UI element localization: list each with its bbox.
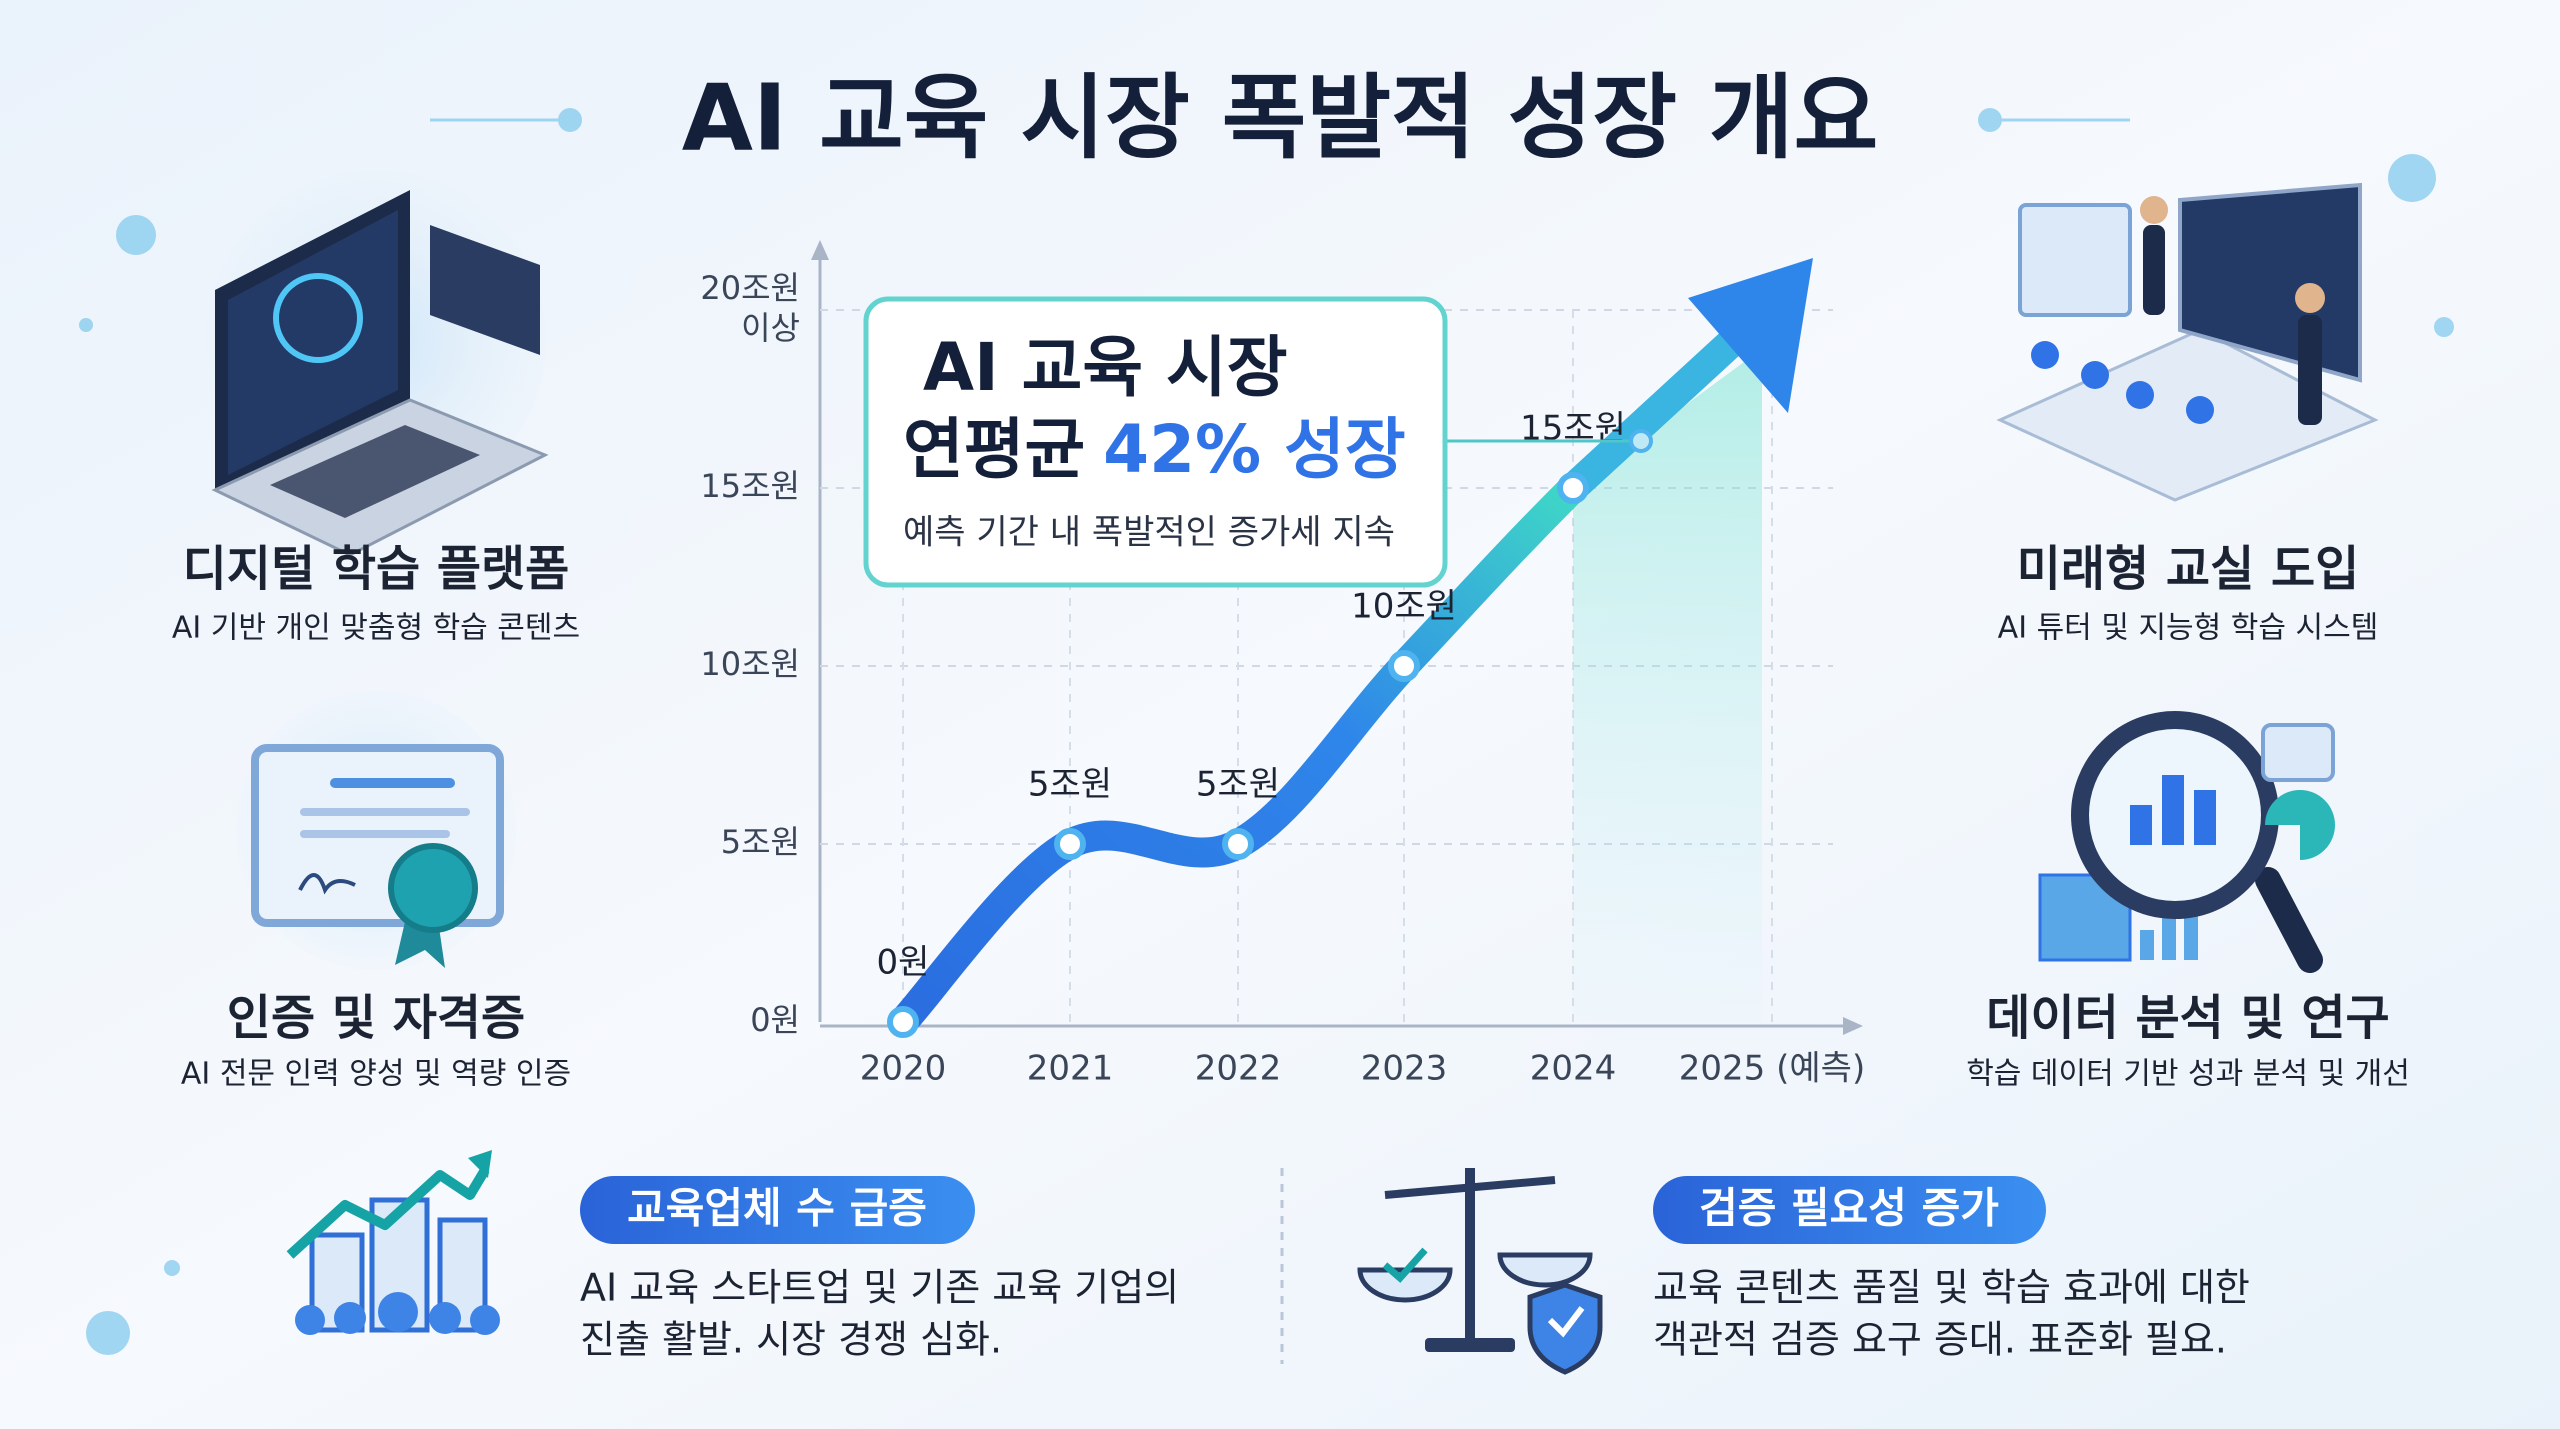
feature-title: 인증 및 자격증 — [227, 990, 525, 1046]
data-point — [1557, 472, 1589, 504]
card-pill — [580, 1176, 975, 1244]
growth-arrow-head — [1688, 258, 1813, 413]
chart: 0원 5조원 10조원 15조원 20조원 이상 2020 2021 2022 2023 2024 2… — [700, 240, 1865, 1089]
certificate-icon — [236, 690, 516, 970]
feature-subtitle: AI 기반 개인 맞춤형 학습 콘텐츠 — [172, 611, 580, 646]
card-text: 객관적 검증 요구 증대. 표준화 필요. — [1653, 1318, 2227, 1362]
growth-icon — [286, 1150, 500, 1335]
data-point — [887, 1006, 919, 1038]
data-label: 5조원 — [1196, 765, 1280, 805]
y-axis-arrow — [811, 240, 829, 260]
y-tick-label: 5조원 — [721, 823, 800, 861]
feature-title: 데이터 분석 및 연구 — [1986, 990, 2389, 1046]
callout-line: 연평균 42% 성장 — [903, 411, 1406, 488]
feature-subtitle: AI 튜터 및 지능형 학습 시스템 — [1998, 611, 2379, 646]
title: AI 교육 시장 폭발적 성장 개요 — [682, 64, 1879, 171]
forecast-area — [1573, 348, 1763, 1022]
card-title: 검증 필요성 증가 — [1699, 1184, 1999, 1233]
callout-dot — [1629, 429, 1653, 453]
card-text: 교육 콘텐츠 품질 및 학습 효과에 대한 — [1653, 1266, 2250, 1310]
decor — [79, 108, 2454, 1355]
card-text: AI 교육 스타트업 및 기존 교육 기업의 — [580, 1266, 1179, 1310]
callout-text: 42% 성장 — [1103, 411, 1405, 488]
classroom-icon — [1996, 182, 2379, 502]
x-tick-label: 2024 — [1530, 1049, 1617, 1089]
feature-title: 디지털 학습 플랫폼 — [183, 541, 570, 597]
x-tick-label: 2023 — [1361, 1049, 1448, 1089]
x-tick-label: 2021 — [1027, 1049, 1114, 1089]
callout-box — [863, 296, 1448, 588]
y-tick-label: 20조원 이상 — [700, 269, 800, 347]
feature-title: 미래형 교실 도입 — [2017, 541, 2360, 597]
data-point — [1054, 828, 1086, 860]
x-tick-label: 2020 — [860, 1049, 947, 1089]
callout-line: AI 교육 시장 — [923, 329, 1287, 406]
card-title: 교육업체 수 급증 — [627, 1184, 927, 1233]
y-tick-label: 15조원 — [700, 467, 800, 505]
data-label: 0원 — [877, 943, 930, 983]
x-axis-arrow — [1843, 1017, 1863, 1035]
data-point — [1388, 650, 1420, 682]
x-tick-label: 2022 — [1195, 1049, 1282, 1089]
callout-text: 연평균 — [903, 411, 1085, 488]
card-pill — [1653, 1176, 2046, 1244]
analytics-icon — [2038, 711, 2335, 973]
feature-subtitle: AI 전문 인력 양성 및 역량 인증 — [181, 1057, 571, 1092]
y-tick-label: 10조원 — [700, 645, 800, 683]
laptop-icon — [206, 170, 549, 557]
x-tick-label: 2025 (예측) — [1679, 1049, 1865, 1089]
data-point — [1222, 828, 1254, 860]
feature-subtitle: 학습 데이터 기반 성과 분석 및 개선 — [1966, 1057, 2410, 1092]
card-text: 진출 활발. 시장 경쟁 심화. — [580, 1318, 1002, 1362]
y-tick-label: 0원 — [750, 1001, 800, 1039]
data-label: 5조원 — [1028, 765, 1112, 805]
callout-note: 예측 기간 내 폭발적인 증가세 지속 — [903, 513, 1395, 553]
data-label: 10조원 — [1351, 587, 1457, 627]
scale-icon — [1357, 1168, 1603, 1375]
